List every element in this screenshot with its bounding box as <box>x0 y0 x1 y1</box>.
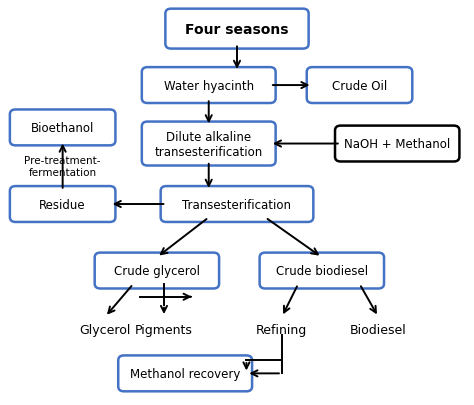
FancyBboxPatch shape <box>95 253 219 289</box>
Text: Biodiesel: Biodiesel <box>350 323 407 336</box>
FancyBboxPatch shape <box>142 122 276 166</box>
Text: Glycerol: Glycerol <box>79 323 131 336</box>
Text: Methanol recovery: Methanol recovery <box>130 367 240 380</box>
FancyBboxPatch shape <box>161 187 313 222</box>
Text: Residue: Residue <box>39 198 86 211</box>
Text: Four seasons: Four seasons <box>185 23 289 36</box>
Text: Bioethanol: Bioethanol <box>31 122 94 134</box>
Text: Crude Oil: Crude Oil <box>332 79 387 92</box>
Text: NaOH + Methanol: NaOH + Methanol <box>344 138 450 151</box>
Text: Water hyacinth: Water hyacinth <box>164 79 254 92</box>
FancyBboxPatch shape <box>10 187 116 222</box>
Text: Refining: Refining <box>256 323 308 336</box>
FancyBboxPatch shape <box>10 110 116 146</box>
FancyBboxPatch shape <box>335 126 459 162</box>
Text: Transesterification: Transesterification <box>182 198 292 211</box>
Text: Crude biodiesel: Crude biodiesel <box>276 264 368 277</box>
Text: Pre-treatment-
fermentation: Pre-treatment- fermentation <box>24 156 101 177</box>
FancyBboxPatch shape <box>165 10 309 49</box>
FancyBboxPatch shape <box>307 68 412 104</box>
Text: Dilute alkaline
transesterification: Dilute alkaline transesterification <box>155 130 263 158</box>
FancyBboxPatch shape <box>142 68 276 104</box>
FancyBboxPatch shape <box>118 356 252 391</box>
Text: Crude glycerol: Crude glycerol <box>114 264 200 277</box>
Text: Pigments: Pigments <box>135 323 193 336</box>
FancyBboxPatch shape <box>260 253 384 289</box>
